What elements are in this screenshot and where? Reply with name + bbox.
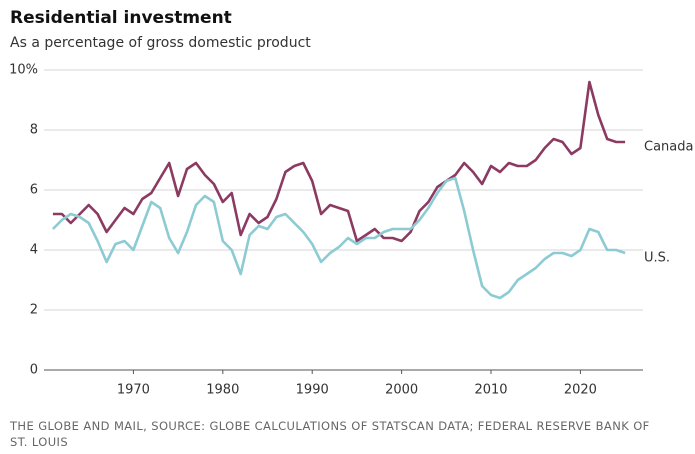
y-tick-label: 0 — [30, 363, 38, 378]
x-tick-label: 1970 — [117, 383, 150, 398]
y-tick-label: 8 — [30, 123, 38, 138]
x-tick-label: 1990 — [296, 383, 329, 398]
y-tick-label: 2 — [30, 303, 38, 318]
y-tick-label: 6 — [30, 183, 38, 198]
series-label: Canada — [644, 140, 693, 155]
data-line — [51, 176, 626, 300]
chart-title: Residential investment — [10, 8, 232, 28]
y-tick-label: 4 — [30, 243, 38, 258]
y-tick-label: 10% — [9, 63, 38, 78]
source-note: THE GLOBE AND MAIL, SOURCE: GLOBE CALCUL… — [10, 419, 650, 449]
series-label: U.S. — [644, 251, 670, 266]
x-tick-label: 2010 — [474, 383, 507, 398]
x-tick-label: 2020 — [564, 383, 597, 398]
data-line — [52, 80, 626, 243]
x-tick-label: 2000 — [385, 383, 418, 398]
x-tick-label: 1980 — [206, 383, 239, 398]
chart-subtitle: As a percentage of gross domestic produc… — [10, 35, 311, 51]
